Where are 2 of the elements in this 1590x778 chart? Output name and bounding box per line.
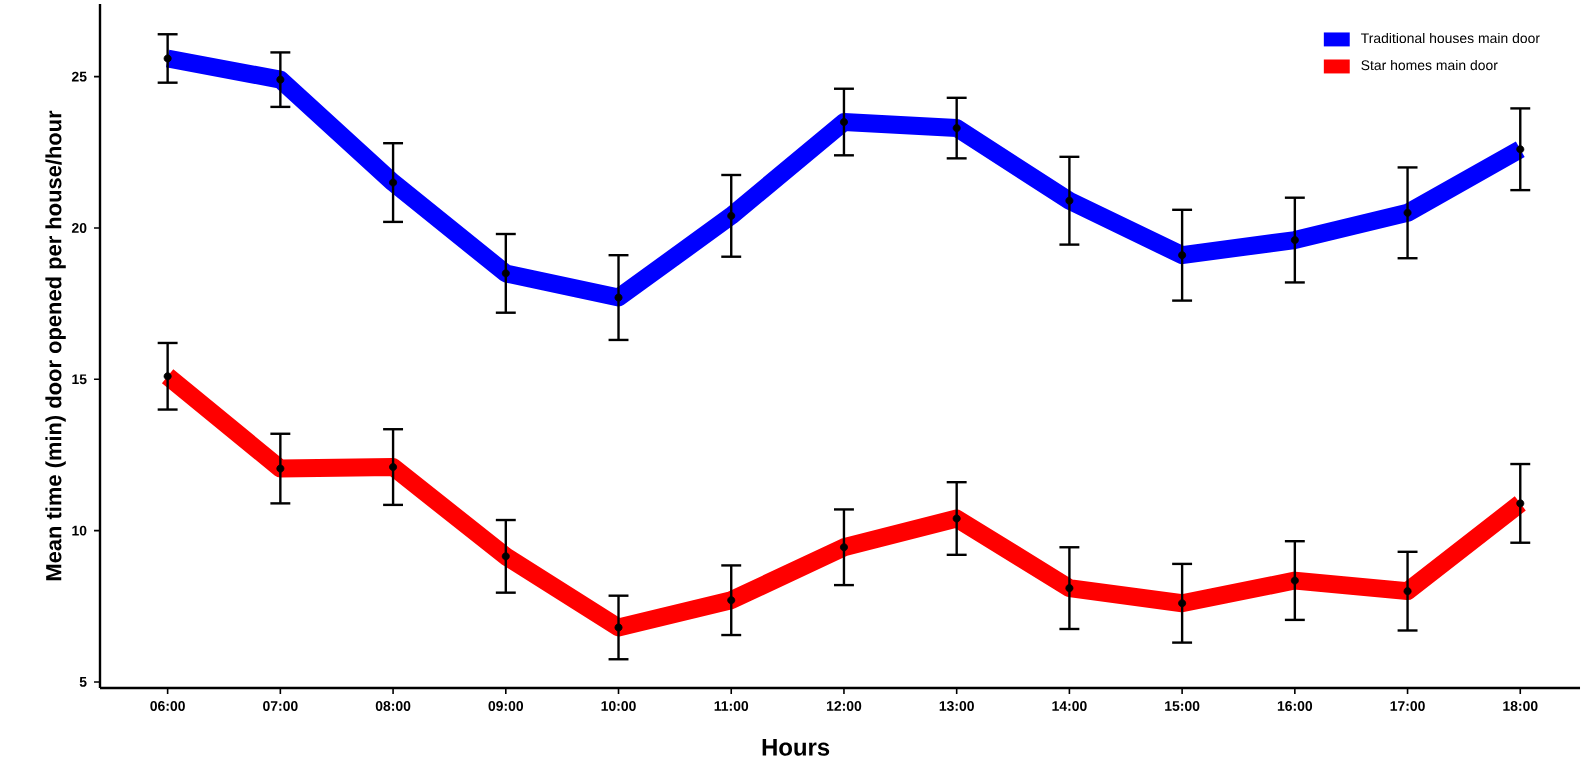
x-axis-title: Hours <box>762 739 830 756</box>
y-axis-title: Mean time (min) door opened per house/hour <box>45 110 66 581</box>
